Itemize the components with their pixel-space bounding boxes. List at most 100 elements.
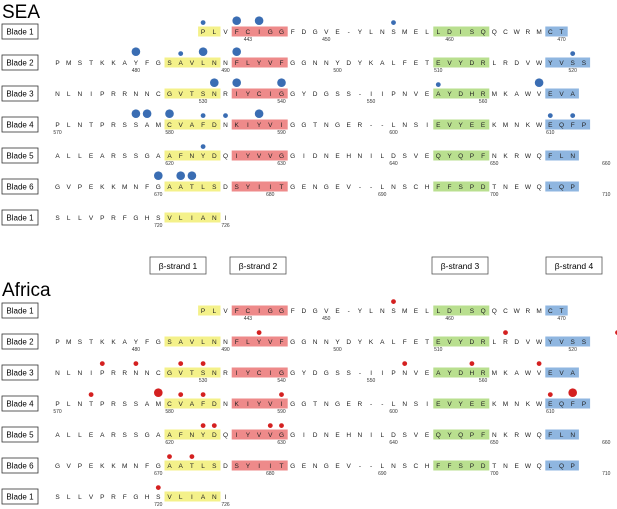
- residue: L: [548, 463, 552, 470]
- residue: A: [55, 153, 60, 160]
- residue-number: 490: [221, 68, 230, 74]
- residue-number: 500: [333, 347, 342, 353]
- residue: I: [381, 370, 383, 377]
- residue: T: [492, 463, 496, 470]
- residue: S: [470, 29, 475, 36]
- residue: L: [425, 29, 429, 36]
- residue: N: [134, 184, 139, 191]
- residue: D: [212, 122, 217, 129]
- residue: I: [236, 91, 238, 98]
- residue: C: [246, 308, 251, 315]
- residue: S: [403, 432, 408, 439]
- residue: N: [391, 463, 396, 470]
- residue: -: [381, 122, 383, 129]
- residue: I: [90, 370, 92, 377]
- strand-2-highlight: [231, 88, 288, 99]
- residue: Y: [246, 432, 251, 439]
- residue: H: [425, 184, 430, 191]
- residue: M: [492, 370, 497, 377]
- residue: R: [503, 60, 508, 67]
- residue: V: [347, 463, 352, 470]
- residue-number: 690: [378, 471, 387, 477]
- residue: Y: [459, 60, 464, 67]
- residue: C: [167, 401, 172, 408]
- residue: T: [492, 184, 496, 191]
- residue: E: [335, 184, 340, 191]
- residue-number: 630: [277, 161, 286, 167]
- residue: L: [78, 494, 82, 501]
- residue: G: [167, 370, 172, 377]
- residue: S: [123, 401, 128, 408]
- residue: G: [145, 432, 150, 439]
- residue: W: [536, 122, 543, 129]
- polymorphism-dot: [210, 78, 219, 87]
- residue: T: [190, 184, 194, 191]
- strand-2-highlight: [231, 367, 288, 378]
- residue: W: [525, 432, 532, 439]
- residue: L: [246, 60, 250, 67]
- polymorphism-dot: [200, 423, 206, 428]
- residue: Q: [537, 184, 542, 191]
- residue: R: [514, 432, 519, 439]
- residue: K: [111, 60, 116, 67]
- residue: E: [89, 432, 94, 439]
- residue: A: [190, 401, 195, 408]
- residue: T: [89, 401, 93, 408]
- polymorphism-dot: [133, 361, 139, 366]
- residue: D: [212, 432, 217, 439]
- strand-label-row: β-strand 1 β-strand 2 β-strand 3 β-stran…: [149, 256, 603, 275]
- residue: V: [223, 308, 228, 315]
- residue: Y: [302, 91, 307, 98]
- residue: A: [167, 463, 172, 470]
- residue: S: [167, 339, 172, 346]
- residue: S: [335, 91, 340, 98]
- residue: N: [223, 401, 228, 408]
- polymorphism-dot: [534, 78, 544, 87]
- residue: R: [526, 29, 531, 36]
- residue: H: [425, 463, 430, 470]
- residue: V: [414, 91, 419, 98]
- residue: S: [403, 463, 408, 470]
- residue: S: [123, 432, 128, 439]
- residue: C: [257, 91, 262, 98]
- residue: R: [514, 153, 519, 160]
- residue: F: [448, 184, 452, 191]
- residue: V: [67, 184, 72, 191]
- residue: V: [190, 60, 195, 67]
- blade-label-text: Blade 4: [6, 121, 34, 130]
- residue: F: [291, 29, 295, 36]
- residue: I: [225, 494, 227, 501]
- residue: R: [481, 60, 486, 67]
- residue: L: [212, 29, 216, 36]
- polymorphism-dot: [223, 113, 228, 118]
- residue: I: [281, 401, 283, 408]
- residue: E: [470, 401, 475, 408]
- residue: S: [391, 308, 396, 315]
- residue-number: 490: [221, 347, 230, 353]
- strand-label-1: β-strand 1: [149, 256, 207, 275]
- residue: I: [269, 184, 271, 191]
- blade-label: Blade 1: [1, 23, 39, 40]
- residue: Y: [246, 91, 251, 98]
- residue: F: [280, 60, 284, 67]
- residue: N: [391, 184, 396, 191]
- strand-3-highlight: [433, 336, 490, 347]
- residue: D: [302, 29, 307, 36]
- residue: L: [560, 153, 564, 160]
- strand-label-4: β-strand 4: [545, 256, 603, 275]
- residue: S: [391, 29, 396, 36]
- strand-1-highlight: [164, 212, 221, 223]
- residue: L: [436, 308, 440, 315]
- residue: Q: [559, 184, 564, 191]
- strand-2-highlight: [231, 336, 288, 347]
- residue: R: [122, 91, 127, 98]
- residue: S: [123, 122, 128, 129]
- residue: G: [55, 184, 60, 191]
- residue: E: [436, 339, 441, 346]
- residue: L: [212, 308, 216, 315]
- residue: L: [436, 29, 440, 36]
- residue: Q: [537, 432, 542, 439]
- strand-2-highlight: [231, 26, 288, 37]
- residue: C: [503, 29, 508, 36]
